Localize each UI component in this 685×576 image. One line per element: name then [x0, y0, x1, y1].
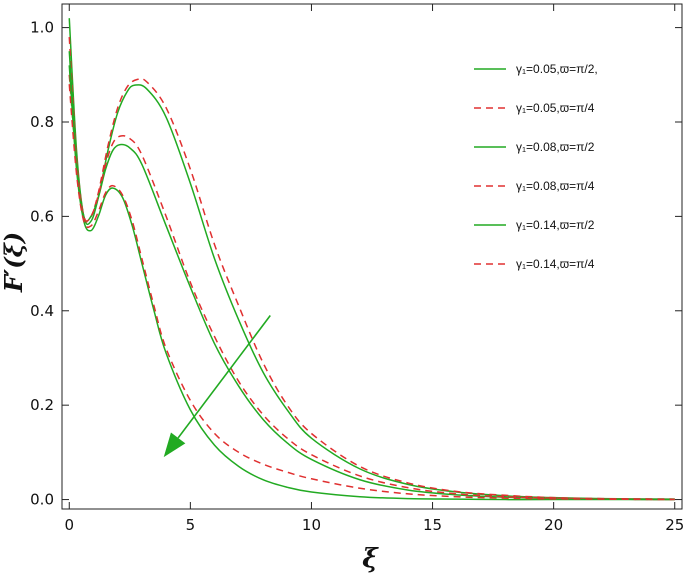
legend-label-3: γ₁=0.08,ϖ=π/2	[516, 140, 595, 154]
y-tick-label: 0.6	[30, 207, 54, 225]
legend-label-5: γ₁=0.14,ϖ=π/2	[516, 218, 595, 232]
series-group	[68, 18, 675, 501]
legend: γ₁=0.05,ϖ=π/2, γ₁=0.05,ϖ=π/4 γ₁=0.08,ϖ=π/2…	[474, 62, 598, 271]
y-tick-label: 0.0	[30, 491, 54, 509]
legend-label-1: γ₁=0.05,ϖ=π/2,	[516, 62, 598, 76]
y-tick-label: 0.2	[30, 396, 54, 414]
series-line-5	[68, 65, 675, 501]
y-axis-label: F′(ξ)	[0, 232, 28, 293]
x-axis-label: ξ	[362, 544, 379, 574]
annotation-arrow-head	[163, 432, 186, 458]
x-tick-label: 5	[186, 516, 196, 534]
series-line-4	[68, 74, 675, 501]
legend-label-2: γ₁=0.05,ϖ=π/4	[516, 101, 595, 115]
y-tick-label: 0.8	[30, 113, 54, 131]
legend-label-6: γ₁=0.14,ϖ=π/4	[516, 257, 595, 271]
x-tick-label: 15	[423, 516, 442, 534]
plot-frame	[61, 3, 683, 510]
annotation	[163, 315, 271, 458]
x-tick-label: 0	[64, 516, 74, 534]
annotation-arrow-shaft	[177, 315, 271, 439]
legend-label-4: γ₁=0.08,ϖ=π/4	[516, 179, 595, 193]
series-line-6	[68, 84, 675, 501]
ticks: 0 5 10 15 20 25 0.0 0.2 0.4 0.6 0.8 1.0	[30, 4, 684, 534]
series-line-3	[68, 51, 675, 501]
y-tick-label: 0.4	[30, 302, 54, 320]
x-tick-label: 10	[302, 516, 321, 534]
x-tick-label: 20	[544, 516, 563, 534]
x-tick-label: 25	[665, 516, 684, 534]
y-tick-label: 1.0	[30, 19, 54, 37]
